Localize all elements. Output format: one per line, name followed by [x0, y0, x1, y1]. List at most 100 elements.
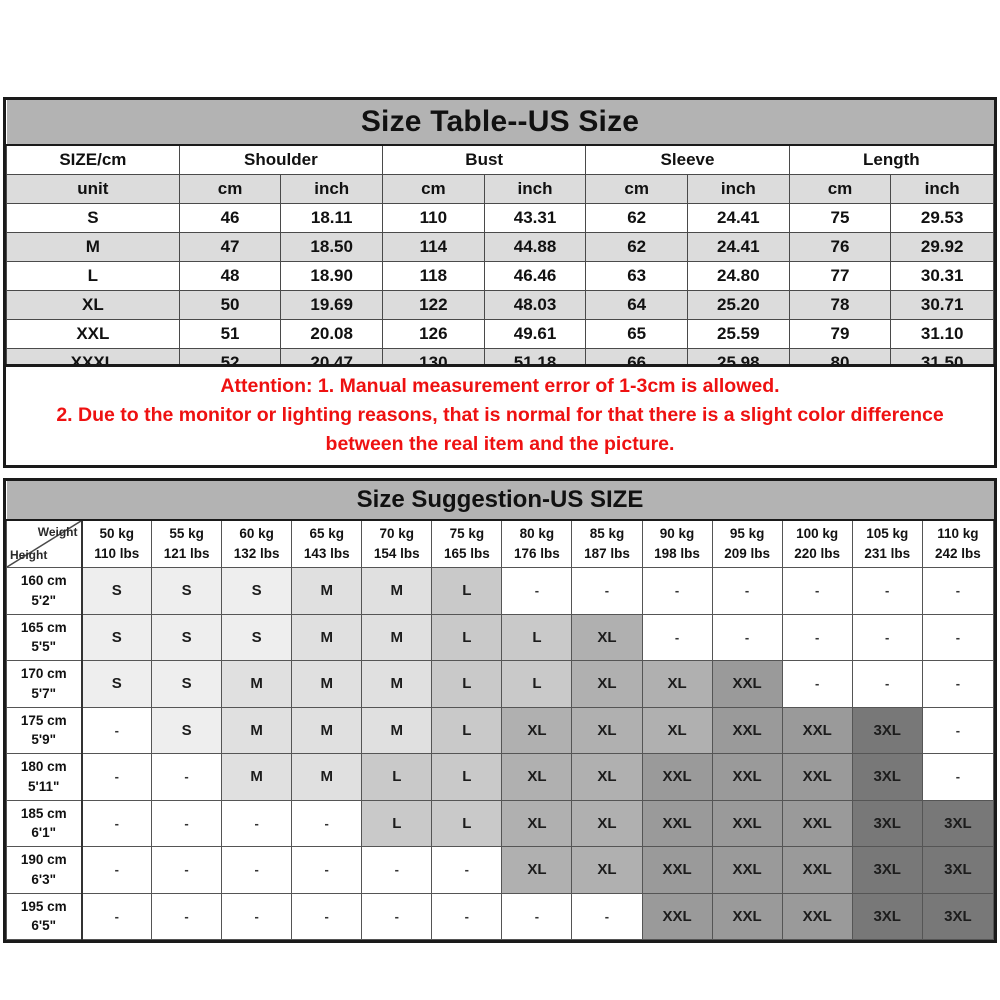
cell-shoulder-inch: 18.11 — [280, 203, 384, 233]
attention-line-1: Attention: 1. Manual measurement error o… — [220, 375, 780, 398]
weight-column-header: 70 kg 154 lbs — [361, 519, 433, 568]
empty-dash: - — [324, 862, 329, 878]
suggestion-cell: - — [221, 846, 293, 894]
size-suggestion-block: Size Suggestion-US SIZE Weight Height 50 k… — [3, 478, 997, 943]
size-table-group-header-row: SIZE/cm Shoulder Bust Sleeve Length — [6, 144, 995, 175]
suggestion-cell: L — [361, 753, 433, 801]
weight-lbs: 121 lbs — [163, 546, 210, 561]
empty-dash: - — [114, 862, 119, 878]
suggestion-row: 165 cm 5'5" S S S M M L L XL - - - - - — [6, 613, 995, 661]
size-suggestion-title: Size Suggestion-US SIZE — [6, 481, 994, 521]
empty-dash: - — [114, 769, 119, 785]
empty-dash: - — [955, 676, 961, 692]
empty-dash: - — [464, 862, 470, 878]
cell-length-inch: 30.31 — [890, 261, 994, 291]
suggestion-cell: XL — [571, 846, 643, 894]
height-row-header: 165 cm 5'5" — [6, 613, 83, 661]
suggestion-cell: 3XL — [851, 799, 923, 847]
suggestion-cell: XXL — [781, 799, 853, 847]
suggestion-cell: - — [921, 613, 995, 661]
suggestion-cell: - — [291, 799, 363, 847]
height-ft: 5'9" — [31, 732, 57, 748]
weight-column-header: 90 kg 198 lbs — [641, 519, 713, 568]
suggestion-header-row: Weight Height 50 kg 110 lbs 55 kg 121 lbs 60 k… — [6, 519, 995, 568]
suggestion-cell: - — [851, 567, 923, 615]
suggestion-cell: - — [151, 892, 223, 940]
suggestion-cell: - — [781, 613, 853, 661]
suggestion-cell: - — [291, 846, 363, 894]
weight-lbs: 143 lbs — [303, 546, 350, 561]
cell-size: XXL — [6, 319, 180, 349]
empty-dash: - — [184, 908, 189, 924]
cell-size: M — [6, 232, 180, 262]
cell-sleeve-inch: 25.20 — [687, 290, 790, 320]
empty-dash: - — [674, 583, 680, 599]
weight-lbs: 154 lbs — [373, 546, 420, 561]
suggestion-cell: - — [921, 706, 995, 754]
cell-sleeve-cm: 63 — [585, 261, 688, 291]
empty-dash: - — [184, 769, 189, 785]
cell-sleeve-cm: 62 — [585, 203, 688, 233]
height-row-header: 175 cm 5'9" — [6, 706, 83, 754]
suggestion-cell: 3XL — [921, 799, 995, 847]
cell-sleeve-inch: 24.41 — [687, 203, 790, 233]
suggestion-cell: L — [501, 660, 573, 708]
suggestion-cell: XL — [641, 706, 713, 754]
empty-dash: - — [814, 629, 820, 645]
empty-dash: - — [955, 769, 961, 785]
suggestion-cell: - — [221, 799, 293, 847]
height-row-header: 160 cm 5'2" — [6, 567, 83, 615]
weight-kg: 55 kg — [169, 526, 204, 542]
cell-bust-cm: 122 — [382, 290, 485, 320]
suggestion-cell: - — [571, 892, 643, 940]
suggestion-cell: M — [221, 753, 293, 801]
group-header-length: Length — [788, 144, 995, 175]
suggestion-cell: - — [361, 892, 433, 940]
weight-column-header: 55 kg 121 lbs — [151, 519, 223, 568]
empty-dash: - — [814, 583, 820, 599]
suggestion-cell: L — [501, 613, 573, 661]
empty-dash: - — [885, 676, 890, 692]
weight-lbs: 209 lbs — [724, 546, 770, 561]
cell-sleeve-cm: 64 — [585, 290, 688, 320]
weight-axis-label: Weight — [37, 525, 78, 539]
suggestion-cell: 3XL — [851, 753, 923, 801]
empty-dash: - — [184, 815, 189, 831]
weight-lbs: 187 lbs — [584, 546, 630, 561]
suggestion-cell: XXL — [641, 846, 713, 894]
cell-length-cm: 77 — [788, 261, 892, 291]
table-row: XXL 51 20.08 126 49.61 65 25.59 79 31.10 — [6, 319, 994, 349]
unit-sleeve-cm: cm — [585, 174, 688, 204]
weight-kg: 75 kg — [449, 526, 485, 542]
suggestion-cell: M — [291, 567, 363, 615]
suggestion-cell: - — [921, 753, 995, 801]
weight-kg: 50 kg — [99, 526, 135, 542]
suggestion-cell: L — [431, 753, 503, 801]
suggestion-cell: XXL — [711, 753, 783, 801]
suggestion-cell: M — [221, 706, 293, 754]
empty-dash: - — [744, 583, 750, 599]
cell-shoulder-cm: 46 — [178, 203, 282, 233]
suggestion-cell: L — [431, 799, 503, 847]
weight-column-header: 75 kg 165 lbs — [431, 519, 503, 568]
weight-column-header: 60 kg 132 lbs — [221, 519, 293, 568]
cell-length-inch: 31.10 — [890, 319, 994, 349]
suggestion-cell: M — [291, 660, 363, 708]
diagonal-divider-icon — [7, 521, 80, 567]
height-ft: 5'11" — [28, 778, 60, 794]
unit-length-inch: inch — [890, 174, 994, 204]
table-row: XL 50 19.69 122 48.03 64 25.20 78 30.71 — [6, 290, 994, 320]
cell-shoulder-inch: 18.50 — [280, 232, 384, 262]
empty-dash: - — [604, 583, 610, 599]
weight-lbs: 132 lbs — [233, 546, 280, 561]
weight-kg: 85 kg — [589, 526, 625, 542]
empty-dash: - — [184, 862, 189, 878]
suggestion-row: 185 cm 6'1" - - - - L L XL XL XXL XXL XXL 3XL 3XL — [6, 799, 995, 847]
weight-column-header: 110 kg 242 lbs — [921, 519, 995, 568]
suggestion-cell: L — [361, 799, 433, 847]
suggestion-cell: - — [80, 846, 153, 894]
height-cm: 190 cm — [20, 852, 67, 868]
suggestion-cell: XL — [571, 753, 643, 801]
attention-note: Attention: 1. Manual measurement error o… — [3, 364, 997, 468]
